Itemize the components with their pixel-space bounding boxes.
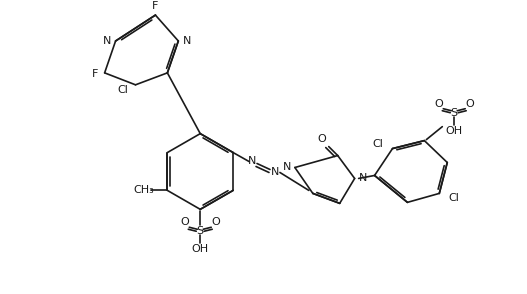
Text: Cl: Cl (372, 138, 383, 148)
Text: N: N (102, 36, 111, 46)
Text: O: O (466, 99, 474, 109)
Text: F: F (152, 1, 159, 11)
Text: F: F (92, 69, 98, 79)
Text: N: N (183, 36, 191, 46)
Text: CH₃: CH₃ (133, 186, 154, 196)
Text: S: S (451, 108, 458, 118)
Text: O: O (212, 217, 221, 227)
Text: Cl: Cl (449, 193, 460, 203)
Text: OH: OH (446, 126, 463, 136)
Text: Cl: Cl (117, 85, 128, 95)
Text: N: N (271, 168, 279, 178)
Text: N: N (248, 156, 256, 166)
Text: N: N (282, 163, 291, 173)
Text: N: N (358, 173, 367, 183)
Text: O: O (180, 217, 189, 227)
Text: O: O (317, 133, 326, 143)
Text: S: S (197, 226, 204, 236)
Text: OH: OH (192, 244, 209, 254)
Text: O: O (434, 99, 443, 109)
